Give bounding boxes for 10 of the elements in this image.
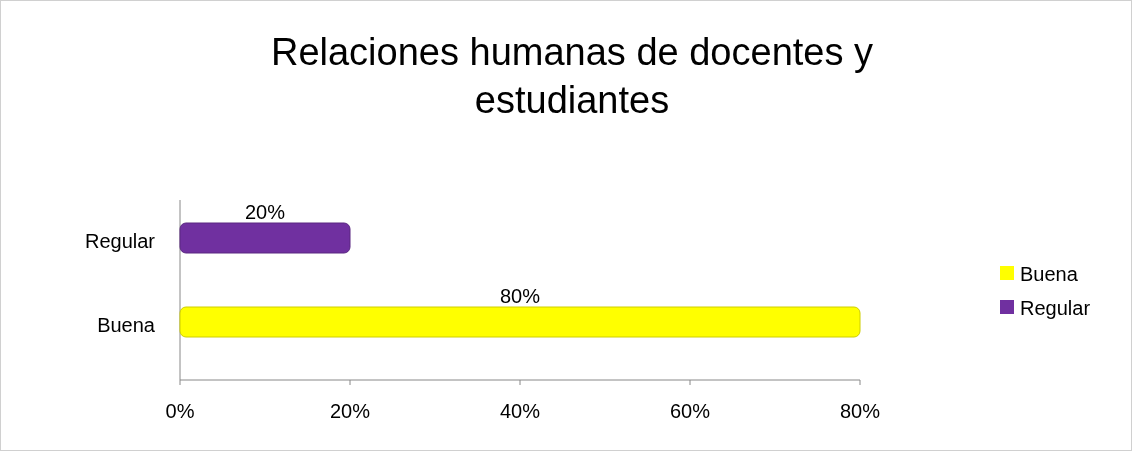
x-tick-label: 60% (669, 400, 711, 422)
x-tick-label: 0% (165, 400, 195, 422)
x-tick-label: 40% (499, 400, 541, 422)
legend-label: Regular (1020, 297, 1091, 319)
data-label: 80% (499, 285, 541, 307)
legend-label: Buena (1020, 263, 1079, 285)
data-label: 20% (244, 201, 286, 223)
x-tick-label: 80% (839, 400, 881, 422)
x-tick-label: 20% (329, 400, 371, 422)
chart-title: Relaciones humanas de docentes y estudiantes (270, 31, 874, 121)
